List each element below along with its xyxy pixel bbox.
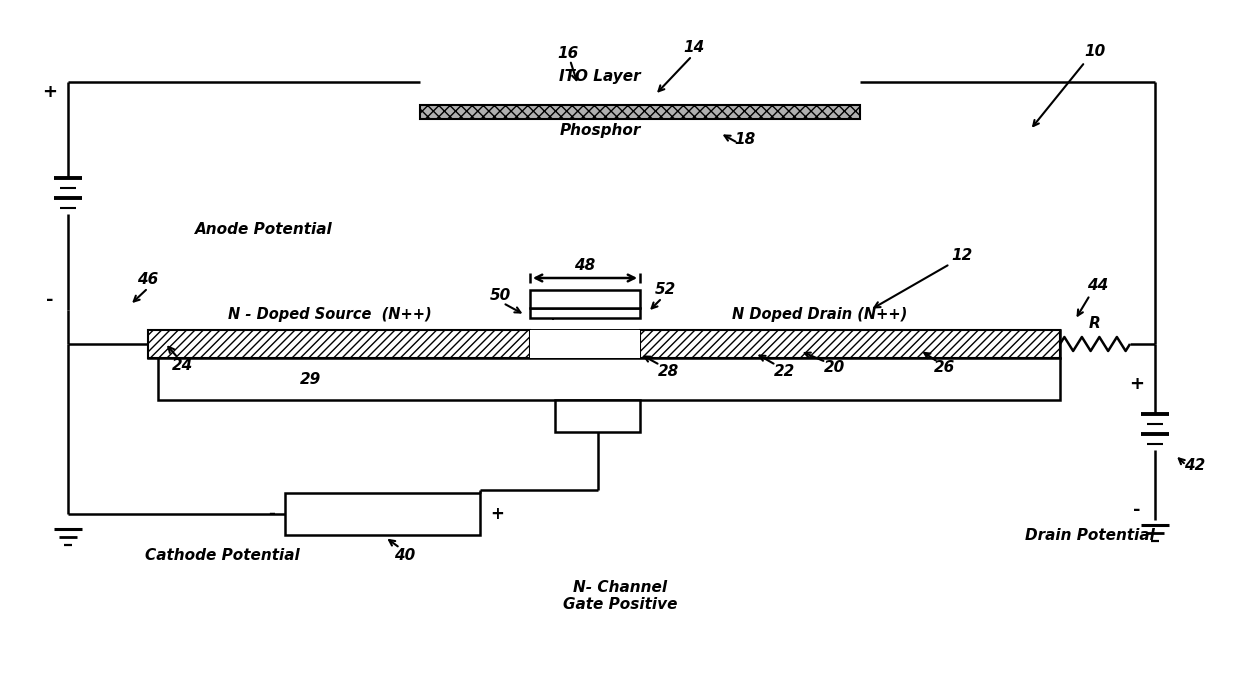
Text: 24: 24: [171, 357, 192, 372]
Text: -: -: [268, 505, 275, 523]
Text: +: +: [490, 505, 503, 523]
Text: 10: 10: [1084, 45, 1106, 60]
Text: 20: 20: [825, 361, 846, 375]
Bar: [529, 290, 640, 308]
Bar: [420, 105, 861, 119]
Bar: [529, 330, 640, 358]
Text: N- Channel
Gate Positive: N- Channel Gate Positive: [563, 580, 677, 612]
Text: Anode Potential: Anode Potential: [195, 222, 332, 237]
Text: Drain Potential: Drain Potential: [1025, 528, 1154, 543]
Text: Driver Input: Driver Input: [332, 506, 433, 521]
Text: 26: 26: [935, 361, 956, 375]
Bar: [529, 308, 640, 318]
Text: 44: 44: [1087, 278, 1109, 292]
Text: -: -: [46, 291, 53, 309]
Text: +: +: [1130, 375, 1145, 393]
Text: 29: 29: [299, 372, 321, 386]
Text: 28: 28: [657, 364, 678, 379]
Text: 46: 46: [138, 272, 159, 287]
Bar: [148, 330, 1060, 358]
Text: 16: 16: [557, 45, 579, 60]
Text: +: +: [42, 83, 57, 101]
Bar: [157, 358, 1060, 400]
Text: R: R: [1089, 316, 1101, 331]
Text: 52: 52: [655, 283, 676, 298]
Text: 48: 48: [574, 259, 595, 274]
Text: 18: 18: [734, 132, 755, 147]
Bar: [285, 493, 480, 535]
Text: ITO Layer: ITO Layer: [559, 69, 641, 84]
Text: 50: 50: [490, 287, 511, 303]
Text: 30: 30: [543, 298, 564, 314]
Bar: [148, 330, 529, 358]
Text: 12: 12: [951, 248, 972, 263]
Text: Phosphor: Phosphor: [559, 123, 641, 137]
Text: 32: 32: [569, 290, 590, 305]
Text: 14: 14: [683, 40, 704, 56]
Bar: [556, 400, 640, 432]
Text: 22: 22: [774, 364, 796, 379]
Text: N - Doped Source  (N++): N - Doped Source (N++): [228, 307, 432, 322]
Text: 40: 40: [394, 547, 415, 563]
Bar: [640, 330, 1060, 358]
Text: Cathode Potential: Cathode Potential: [145, 547, 300, 563]
Text: -: -: [1133, 501, 1141, 519]
Text: 42: 42: [1184, 458, 1205, 473]
Text: N Doped Drain (N++): N Doped Drain (N++): [733, 307, 908, 322]
